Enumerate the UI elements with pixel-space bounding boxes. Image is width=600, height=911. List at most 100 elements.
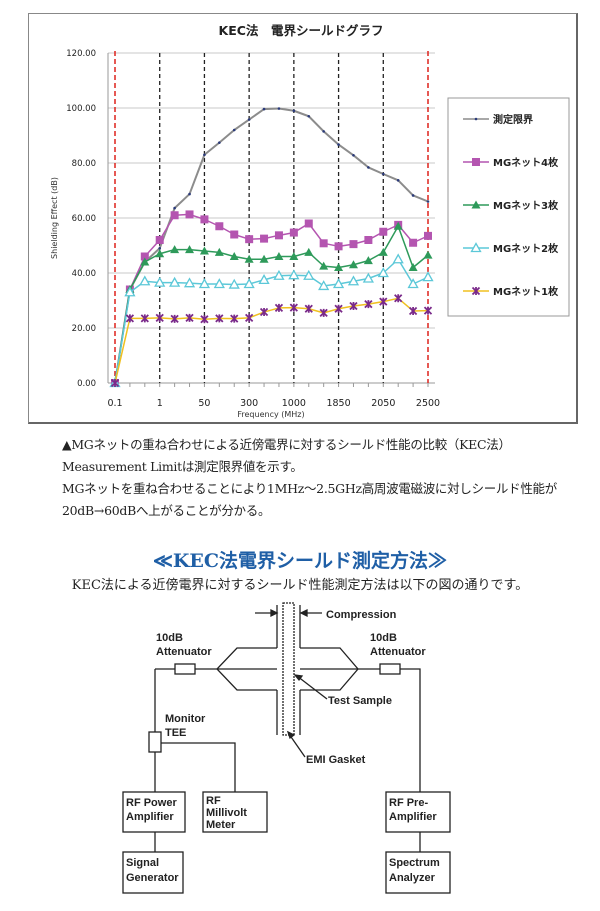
data-point-3 [303,269,315,280]
data-point-0 [352,154,355,157]
data-point-1 [379,227,388,236]
data-point-0 [277,107,281,110]
data-point-4 [349,301,358,311]
label-spec-1: Spectrum [389,857,440,869]
left-attenuator [174,663,196,675]
test-sample [282,602,295,736]
data-point-3 [422,271,434,282]
data-point-3 [288,269,300,280]
label-rf-power-2: Amplifier [126,811,174,823]
data-point-2 [244,254,254,263]
data-point-3 [243,278,255,289]
x-tick-label: 1850 [326,398,350,409]
data-point-3 [407,278,419,289]
series-line-2 [114,225,429,384]
caption-line-2: Measurement Limitは測定限界値を示す。 [62,459,303,474]
data-point-3 [198,278,211,289]
data-point-1 [170,211,179,220]
data-point-1 [424,231,432,240]
y-tick-label: 40.00 [72,269,96,279]
data-point-0 [262,107,266,111]
data-point-4 [274,303,284,313]
data-point-1 [245,235,254,244]
label-sig-gen-1: Signal [126,857,159,869]
data-point-2 [140,257,150,266]
data-point-3 [169,276,181,287]
data-point-2 [304,247,314,256]
data-point-2 [393,221,403,230]
data-point-0 [367,166,370,169]
label-att-right-1: 10dB [370,632,397,644]
legend-marker [474,117,478,121]
data-point-1 [140,252,149,261]
x-axis-label: Frequency (MHz) [237,410,304,419]
label-rf-milli-1: RF [206,795,221,807]
legend-label: MGネット2枚 [493,242,559,255]
data-point-4 [319,308,328,318]
legend-label: MGネット3枚 [493,199,559,212]
data-point-0 [396,179,400,182]
data-point-2 [348,260,358,269]
data-point-4 [215,314,224,323]
data-point-0 [232,128,236,132]
data-point-1 [349,240,358,249]
data-point-0 [158,246,162,250]
data-point-2 [334,263,344,271]
data-point-3 [258,274,270,285]
data-point-1 [260,234,269,243]
label-rf-milli-3: Meter [206,819,236,831]
data-point-3 [183,277,196,288]
y-tick-label: 80.00 [72,159,96,169]
y-tick-label: 20.00 [72,324,96,334]
data-point-0 [173,206,176,210]
data-point-2 [378,247,388,256]
y-axis-label: Shielding Effect (dB) [50,177,59,259]
legend-label: 測定限界 [493,113,533,126]
data-point-4 [245,313,254,322]
data-point-3 [347,275,360,286]
label-pre-amp-2: Amplifier [389,811,437,823]
data-point-2 [229,252,239,260]
data-point-4 [200,315,209,324]
caption-line-4: 20dB→60dBへ上がることが分かる。 [62,503,271,518]
data-point-1 [230,230,239,239]
label-att-left-2: Attenuator [156,646,212,658]
data-point-1 [334,242,343,251]
data-point-1 [155,236,164,244]
data-point-0 [292,109,296,113]
label-monitor-2: TEE [165,727,186,739]
legend-label: MGネット4枚 [493,156,559,169]
caption-line-3: MGネットを重ね合わせることにより1MHz～2.5GHz高周波電磁波に対しシール… [62,481,557,496]
monitor-tee [148,731,162,753]
data-point-3 [318,280,330,291]
spectrum-analyzer-box [385,851,451,894]
legend-marker [470,242,482,253]
chart-title: KEC法 電界シールドグラフ [219,23,384,38]
label-compression: Compression [326,609,397,621]
data-point-4 [408,306,418,316]
data-point-4 [364,299,373,309]
data-point-3 [273,269,285,280]
data-point-0 [337,143,340,146]
data-point-1 [215,222,224,231]
label-rf-power-1: RF Power [126,797,177,809]
label-att-left-1: 10dB [156,632,183,644]
x-tick-label: 1 [157,398,163,409]
data-point-0 [188,192,191,196]
data-point-2 [408,263,418,271]
y-tick-label: 120.00 [66,49,96,59]
data-point-0 [411,194,415,197]
label-monitor-1: Monitor [165,713,206,725]
rf-power-amplifier-box [122,791,186,833]
legend-marker [471,286,481,296]
data-point-1 [185,210,194,219]
series-line-0 [114,107,429,384]
data-point-3 [362,272,374,283]
data-point-3 [228,278,240,289]
data-point-4 [394,294,403,303]
shielding-chart: KEC法 電界シールドグラフ0.0020.0040.0060.0080.0010… [50,23,570,419]
data-point-2 [274,252,284,260]
x-tick-label: 0.1 [107,398,122,409]
legend-label: MGネット1枚 [493,285,559,298]
x-tick-label: 2500 [416,398,440,409]
